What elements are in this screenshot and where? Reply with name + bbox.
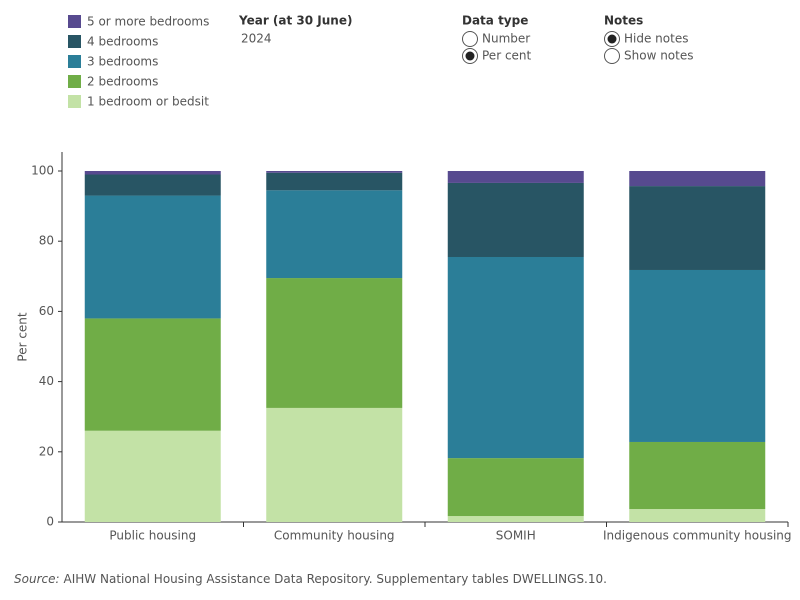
bar-segment — [629, 269, 766, 442]
legend-label[interactable]: 3 bedrooms — [87, 55, 158, 69]
y-tick-label: 80 — [39, 234, 54, 248]
bar-segment — [447, 458, 584, 517]
legend-swatch[interactable] — [68, 95, 81, 108]
bar-segment — [266, 278, 403, 408]
x-tick-label: Indigenous community housing — [603, 529, 792, 543]
notes-label: Notes — [604, 14, 643, 28]
x-tick-label: SOMIH — [496, 529, 536, 543]
bar-segment — [447, 171, 584, 183]
source-text: AIHW National Housing Assistance Data Re… — [64, 572, 607, 586]
bar-segment — [84, 318, 221, 431]
legend-label[interactable]: 4 bedrooms — [87, 35, 158, 49]
radio-label[interactable]: Per cent — [482, 49, 532, 63]
y-axis-label: Per cent — [16, 312, 30, 362]
legend-label[interactable]: 5 or more bedrooms — [87, 15, 209, 29]
bar-segment — [629, 509, 766, 522]
source-label: Source: — [14, 572, 60, 586]
legend-swatch[interactable] — [68, 15, 81, 28]
bar-segment — [266, 407, 403, 522]
source: Source: AIHW National Housing Assistance … — [14, 572, 607, 586]
year-value[interactable]: 2024 — [241, 32, 272, 46]
legend-swatch[interactable] — [68, 55, 81, 68]
year-label: Year (at 30 June) — [238, 14, 352, 28]
legend-swatch[interactable] — [68, 75, 81, 88]
x-tick-label: Community housing — [274, 529, 395, 543]
y-tick-label: 40 — [39, 374, 54, 388]
bar-segment — [84, 430, 221, 522]
legend-label[interactable]: 2 bedrooms — [87, 75, 158, 89]
radio-label[interactable]: Show notes — [624, 49, 693, 63]
bar-segment — [629, 186, 766, 270]
x-tick-label: Public housing — [109, 529, 196, 543]
radio-label[interactable]: Number — [482, 32, 530, 46]
radio-dot[interactable] — [465, 51, 475, 61]
y-tick-label: 0 — [46, 515, 54, 529]
bar-segment — [266, 172, 403, 191]
y-tick-label: 100 — [31, 164, 54, 178]
bar-segment — [84, 195, 221, 319]
legend-label[interactable]: 1 bedroom or bedsit — [87, 95, 209, 109]
bar-segment — [266, 190, 403, 279]
bar-segment — [629, 441, 766, 510]
bar-segment — [629, 171, 766, 187]
bar-segment — [266, 171, 403, 173]
bar-segment — [84, 171, 221, 175]
radio-dot[interactable] — [607, 34, 617, 44]
y-tick-label: 60 — [39, 304, 54, 318]
bar-segment — [447, 256, 584, 459]
bar-segment — [447, 516, 584, 522]
radio-button[interactable] — [604, 48, 620, 64]
legend-swatch[interactable] — [68, 35, 81, 48]
radio-label[interactable]: Hide notes — [624, 32, 688, 46]
y-tick-label: 20 — [39, 444, 54, 458]
radio-button[interactable] — [462, 31, 478, 47]
bar-segment — [447, 182, 584, 257]
data-type-label: Data type — [462, 14, 528, 28]
bar-segment — [84, 174, 221, 196]
